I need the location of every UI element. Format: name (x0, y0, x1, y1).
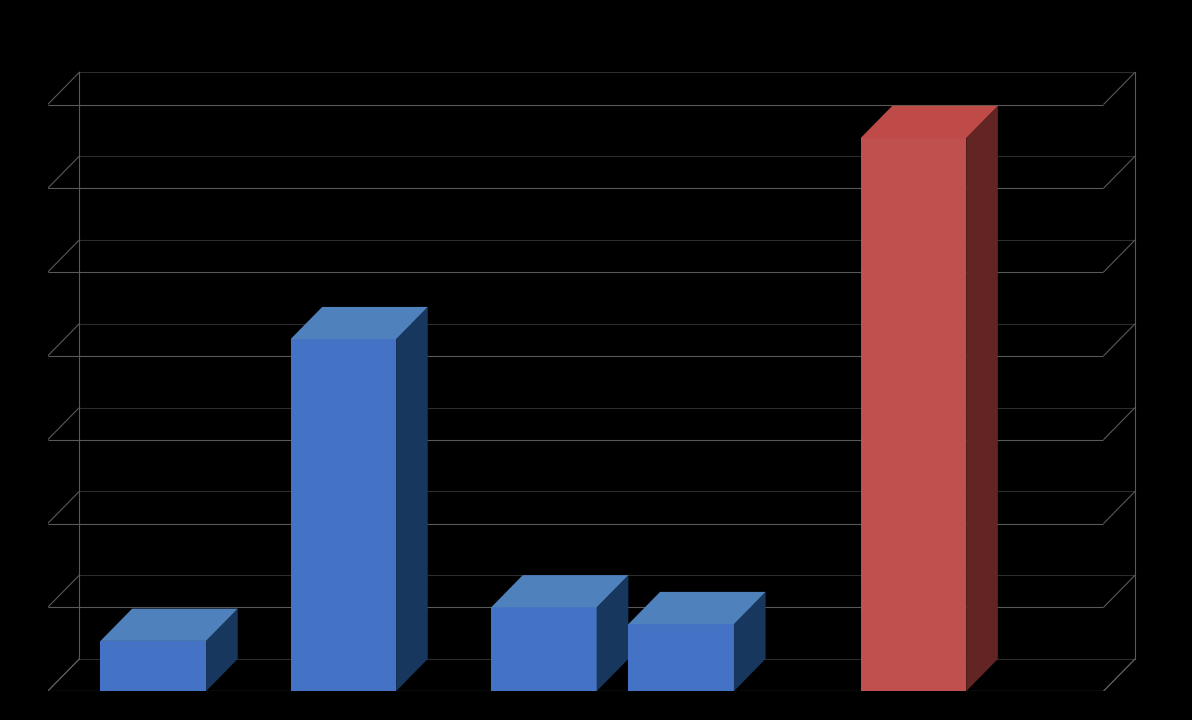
Polygon shape (861, 106, 998, 138)
Bar (291, 339, 396, 691)
Polygon shape (396, 307, 428, 691)
Polygon shape (100, 608, 237, 641)
Bar (100, 641, 206, 691)
Polygon shape (597, 575, 628, 691)
Polygon shape (628, 592, 765, 624)
Bar (491, 608, 597, 691)
Bar (628, 624, 734, 691)
Polygon shape (491, 575, 628, 608)
Polygon shape (967, 106, 998, 691)
Bar (861, 138, 967, 691)
Polygon shape (206, 608, 237, 691)
Polygon shape (291, 307, 428, 339)
Polygon shape (734, 592, 765, 691)
